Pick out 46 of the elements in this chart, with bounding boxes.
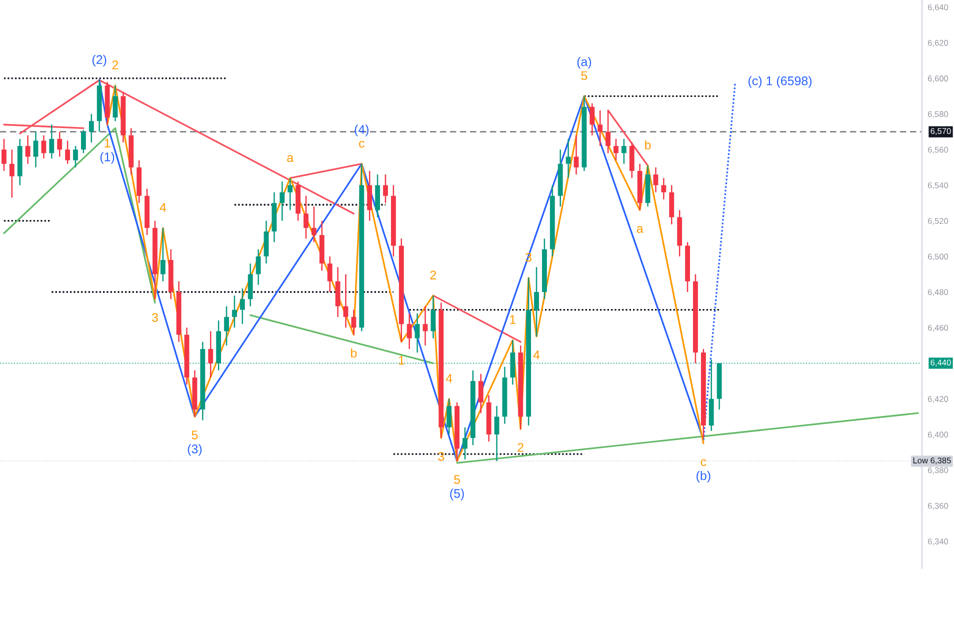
series-label: (c) 1 (6598) [748,76,812,88]
y-tick-label: 6,620 [928,40,948,47]
annotation: a [636,226,644,233]
y-tick-label: 6,520 [928,218,948,225]
annotation: 1 [104,138,110,148]
annotation: 2 [430,270,436,280]
y-tick-label: 6,400 [928,432,948,439]
annotation: 5 [581,71,588,80]
annotation: b [645,140,651,150]
y-tick-label: 6,420 [928,396,948,403]
annotation: 1 [510,315,516,324]
y-tick-label: 6,380 [928,467,948,474]
y-tick-label: 6,480 [928,289,948,296]
y-tick-label: 6,560 [928,146,948,154]
y-tick-label: 6,360 [928,502,948,510]
annotation: b [351,348,357,358]
annotation: 4 [446,374,452,383]
annotation: 4 [533,350,540,360]
ref-line-label: 6,570 [930,128,951,135]
y-tick-label: 6,460 [928,324,948,332]
annotation: 4 [160,203,166,212]
annotation: c [359,140,364,148]
annotation: 5 [454,475,460,484]
annotation: (b) [696,470,710,483]
annotation: 2 [112,60,118,70]
annotation: (5) [450,488,464,500]
annotation: 2 [518,443,524,452]
annotation: a [287,155,294,162]
annotation: (a) [577,56,592,69]
ref-line-label: 6,440 [930,360,951,366]
annotation: 3 [152,313,158,322]
annotation: 5 [192,430,198,440]
y-tick-label: 6,500 [928,254,948,260]
annotation: (1) [100,152,114,164]
y-tick-label: 6,640 [928,4,948,12]
annotation: 3 [438,452,444,461]
ref-line-label: Low 6,385 [913,458,951,464]
annotation: c [700,459,706,466]
annotation: (4) [354,124,369,136]
y-tick-label: 6,340 [928,538,948,546]
annotation: (3) [188,444,202,456]
annotation: (2) [92,54,106,66]
y-tick-label: 6,580 [928,111,948,118]
annotation: 1 [398,356,404,365]
y-tick-label: 6,540 [928,182,948,190]
y-tick-label: 6,600 [928,76,948,82]
